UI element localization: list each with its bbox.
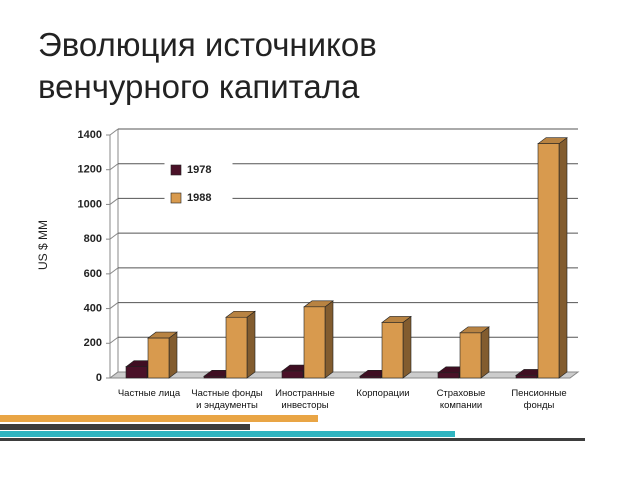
- grid-line: [109, 336, 119, 344]
- bar: [381, 322, 404, 379]
- stripe: [0, 438, 585, 441]
- y-axis-label: US $ MM: [36, 220, 50, 270]
- x-tick-label: Пенсионные фонды: [511, 388, 567, 411]
- stripe: [0, 415, 318, 422]
- bar: [437, 372, 460, 379]
- x-tick-label: Страховые компании: [436, 388, 486, 411]
- bar-side: [246, 310, 256, 379]
- bar: [225, 316, 248, 379]
- grid-line: [109, 232, 119, 240]
- grid-line: [109, 198, 119, 205]
- x-tick-label: Иностранные инвесторы: [275, 388, 335, 411]
- x-tick-label: Частные фонды и эндаументы: [191, 388, 263, 411]
- bar: [147, 337, 170, 379]
- bar-side: [168, 331, 178, 379]
- y-tick-label: 800: [84, 233, 102, 245]
- y-tick-label: 400: [84, 302, 102, 314]
- x-tick-label: Частные лица: [117, 388, 181, 399]
- bar-side: [480, 326, 490, 379]
- bar-side: [402, 315, 412, 379]
- y-tick-label: 0: [96, 372, 102, 384]
- legend-swatch: [170, 164, 182, 176]
- floor: [108, 371, 580, 379]
- bar-side: [558, 137, 568, 379]
- grid-line: [109, 128, 119, 136]
- y-tick-label: 1400: [78, 129, 102, 141]
- x-tick-label: Корпорации: [356, 388, 410, 399]
- grid-line: [109, 163, 119, 171]
- bar: [515, 375, 538, 379]
- bar-side: [324, 300, 334, 379]
- stripe: [0, 431, 455, 437]
- chart-title: Эволюция источников венчурного капитала: [38, 26, 377, 105]
- grid-line: [109, 267, 119, 275]
- bar: [359, 375, 382, 379]
- grid-line: [109, 302, 119, 309]
- y-tick-label: 600: [84, 268, 102, 280]
- bar: [281, 370, 304, 379]
- y-tick-label: 1000: [78, 198, 102, 210]
- y-tick-label: 200: [84, 337, 102, 349]
- legend-label: 1988: [187, 192, 211, 204]
- legend-swatch: [170, 192, 182, 204]
- legend-label: 1978: [187, 164, 211, 176]
- bar: [459, 332, 482, 379]
- stripe: [0, 424, 250, 430]
- y-tick-label: 1200: [78, 164, 102, 176]
- bar: [537, 143, 560, 379]
- bar: [125, 366, 148, 379]
- bar: [303, 306, 326, 379]
- bar: [203, 375, 226, 379]
